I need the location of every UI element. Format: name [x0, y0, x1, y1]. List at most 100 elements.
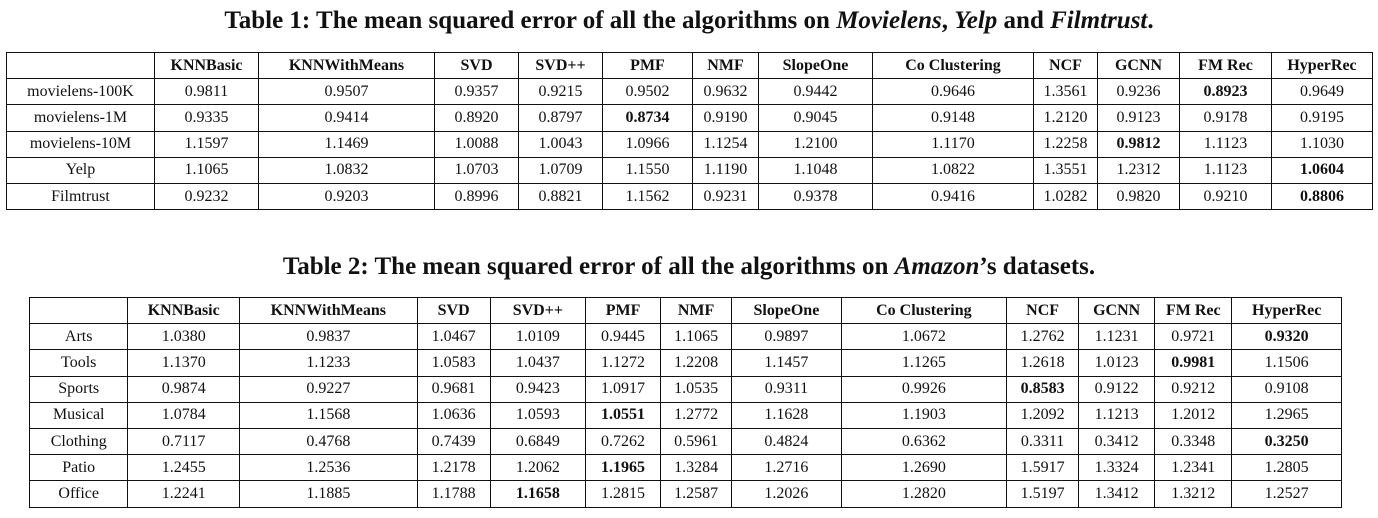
table-cell: 1.1123 — [1179, 156, 1272, 184]
table2-col-header-gcnn: GCNN — [1078, 296, 1156, 325]
table-cell: 1.1170 — [872, 130, 1034, 158]
table-cell: 0.9874 — [127, 375, 241, 403]
table-row: Tools 1.1370 1.1233 1.0583 1.0437 1.1272 1.220… — [28, 349, 1342, 377]
table-cell: 0.9212 — [1154, 375, 1233, 403]
table-cell: 1.2716 — [731, 454, 842, 482]
table-cell: 0.9190 — [692, 104, 759, 132]
table-cell: 1.2062 — [489, 454, 587, 482]
table-cell: 0.8923 — [1179, 78, 1272, 106]
table2-col-header-hyperrec: HyperRec — [1231, 296, 1342, 325]
table-cell: 0.9507 — [258, 78, 435, 106]
table-cell: 1.1469 — [258, 130, 435, 158]
row-label: movielens-100K — [6, 78, 155, 106]
table2-caption: Table 2: The mean squared error of all t… — [0, 252, 1378, 282]
table-cell: 0.9232 — [154, 182, 259, 211]
row-label: Office — [28, 480, 129, 508]
table2-col-header-knnwithmeans: KNNWithMeans — [239, 296, 418, 325]
table-cell: 1.2965 — [1231, 401, 1342, 429]
table-cell: 1.0123 — [1078, 349, 1156, 377]
table2-col-header-slopeone: SlopeOne — [731, 296, 842, 325]
table-cell: 1.1233 — [239, 349, 418, 377]
table-cell: 0.9227 — [239, 375, 418, 403]
table-cell: 0.9320 — [1231, 323, 1342, 351]
table-cell: 1.2536 — [239, 454, 418, 482]
table-cell: 1.2120 — [1033, 104, 1098, 132]
row-label: Clothing — [28, 427, 129, 456]
table-cell: 0.3250 — [1231, 427, 1342, 456]
table-cell: 0.8734 — [602, 104, 693, 132]
table-cell: 1.3212 — [1154, 480, 1233, 508]
table-cell: 1.1048 — [758, 156, 873, 184]
table1-caption-prefix: Table 1: The mean squared error of all t… — [224, 7, 837, 34]
table2-col-header-co-clustering: Co Clustering — [840, 296, 1008, 325]
table-cell: 1.2618 — [1006, 349, 1080, 377]
table-cell: 1.1065 — [660, 323, 733, 351]
table-cell: 1.1457 — [731, 349, 842, 377]
table-cell: 1.2587 — [660, 480, 733, 508]
table-cell: 0.9357 — [434, 78, 519, 106]
table-cell: 1.0551 — [585, 401, 662, 429]
table-row: Yelp 1.1065 1.0832 1.0703 1.0709 1.1550 1.1190… — [6, 156, 1373, 184]
table-cell: 0.9981 — [1154, 349, 1233, 377]
table-row: movielens-1M 0.9335 0.9414 0.8920 0.8797 0.87… — [6, 104, 1373, 132]
table-cell: 0.9681 — [416, 375, 491, 403]
table-cell: 1.0043 — [518, 130, 603, 158]
table-cell: 1.0636 — [416, 401, 491, 429]
table-cell: 1.0966 — [602, 130, 693, 158]
table-cell: 1.2690 — [840, 454, 1008, 482]
table-cell: 0.9123 — [1097, 104, 1180, 132]
table-cell: 1.0282 — [1033, 182, 1098, 211]
table-row: Sports 0.9874 0.9227 0.9681 0.9423 1.0917 1.05… — [28, 375, 1342, 403]
table1-caption-sep: , — [941, 7, 955, 34]
table2-caption-prefix: Table 2: The mean squared error of all t… — [282, 253, 895, 280]
table-cell: 0.8797 — [518, 104, 603, 132]
table1-caption-suffix: . — [1147, 7, 1154, 34]
table-cell: 1.2026 — [731, 480, 842, 508]
table-cell: 0.5961 — [660, 427, 733, 456]
table-cell: 0.4824 — [731, 427, 842, 456]
table-cell: 1.0583 — [416, 349, 491, 377]
table-cell: 0.9203 — [258, 182, 435, 211]
row-label: Filmtrust — [6, 182, 155, 211]
row-label: movielens-1M — [6, 104, 155, 132]
table-cell: 1.1123 — [1179, 130, 1272, 158]
table-cell: 0.3348 — [1154, 427, 1233, 456]
table-cell: 1.1065 — [154, 156, 259, 184]
table-cell: 1.2762 — [1006, 323, 1080, 351]
table-cell: 1.1265 — [840, 349, 1008, 377]
table-cell: 1.3324 — [1078, 454, 1156, 482]
table2: KNNBasic KNNWithMeans SVD SVD++ PMF NMF SlopeO… — [28, 296, 1342, 508]
table-cell: 0.7117 — [127, 427, 241, 456]
table2-col-header-fm-rec: FM Rec — [1154, 296, 1233, 325]
table1-col-header-co-clustering: Co Clustering — [872, 51, 1034, 80]
table1-caption: Table 1: The mean squared error of all t… — [0, 6, 1378, 36]
row-label: Patio — [28, 454, 129, 482]
table1-col-header-hyperrec: HyperRec — [1271, 51, 1373, 80]
table-cell: 0.9335 — [154, 104, 259, 132]
table1-col-header-gcnn: GCNN — [1097, 51, 1180, 80]
table-cell: 0.9195 — [1271, 104, 1373, 132]
table-cell: 0.9502 — [602, 78, 693, 106]
table-cell: 1.0088 — [434, 130, 519, 158]
table-cell: 1.3561 — [1033, 78, 1098, 106]
table-cell: 1.1568 — [239, 401, 418, 429]
table-cell: 0.9423 — [489, 375, 587, 403]
table1-col-header-svd: SVD — [434, 51, 519, 80]
table2-col-header-corner — [28, 296, 129, 325]
row-label: Sports — [28, 375, 129, 403]
table-cell: 0.9231 — [692, 182, 759, 211]
table-row: Musical 1.0784 1.1568 1.0636 1.0593 1.0551 1.2… — [28, 401, 1342, 429]
table-cell: 0.8920 — [434, 104, 519, 132]
table-cell: 1.0832 — [258, 156, 435, 184]
table-cell: 1.2805 — [1231, 454, 1342, 482]
row-label: Yelp — [6, 156, 155, 184]
row-label: Arts — [28, 323, 129, 351]
table-cell: 0.3311 — [1006, 427, 1080, 456]
table-cell: 0.7439 — [416, 427, 491, 456]
table-cell: 1.1213 — [1078, 401, 1156, 429]
table-cell: 0.9311 — [731, 375, 842, 403]
table-cell: 1.2312 — [1097, 156, 1180, 184]
table-cell: 0.9378 — [758, 182, 873, 211]
table-cell: 1.1903 — [840, 401, 1008, 429]
table-cell: 1.5197 — [1006, 480, 1080, 508]
